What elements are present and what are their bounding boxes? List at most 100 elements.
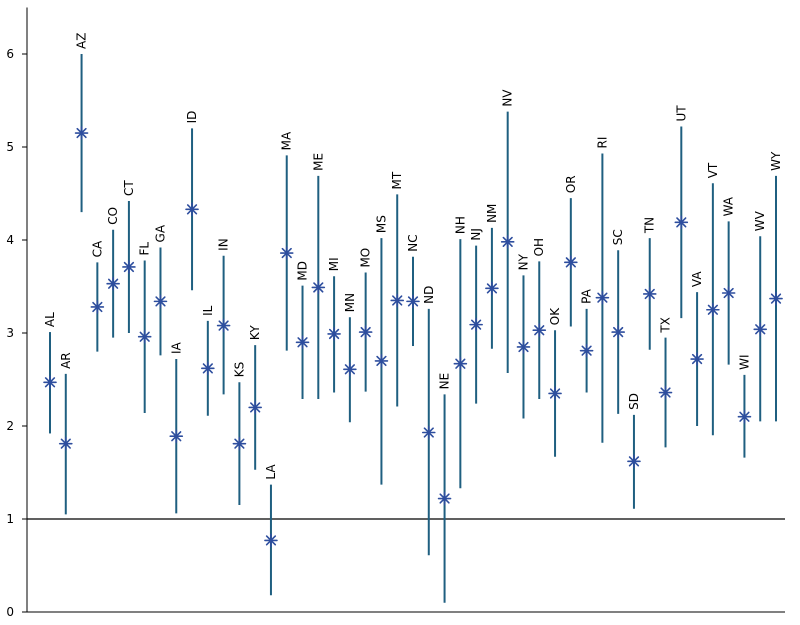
- point-ca: [90, 300, 105, 314]
- point-az: [74, 126, 89, 140]
- state-label-mt: MT: [390, 171, 404, 189]
- state-label-al: AL: [43, 312, 57, 327]
- point-in: [216, 318, 231, 333]
- point-ga: [153, 294, 168, 309]
- state-label-ky: KY: [248, 325, 262, 340]
- state-label-sc: SC: [611, 229, 625, 245]
- state-label-ga: GA: [153, 224, 167, 242]
- state-label-ia: IA: [169, 342, 183, 355]
- state-label-nc: NC: [406, 234, 420, 251]
- y-tick-label: 3: [6, 326, 14, 340]
- state-label-la: LA: [264, 464, 278, 480]
- point-oh: [532, 323, 547, 338]
- state-label-oh: OH: [532, 238, 546, 256]
- state-label-ca: CA: [90, 240, 104, 257]
- point-ny: [516, 340, 531, 354]
- state-label-md: MD: [296, 261, 310, 281]
- state-label-ny: NY: [516, 253, 530, 270]
- y-tick-label: 0: [6, 605, 14, 619]
- point-group: [43, 126, 783, 548]
- y-axis: 0 1 2 3 4 5 6: [6, 7, 785, 619]
- point-nv: [500, 235, 515, 249]
- point-ia: [169, 429, 184, 444]
- point-mt: [390, 293, 405, 308]
- state-label-wv: WV: [753, 210, 767, 231]
- point-md: [295, 335, 310, 350]
- state-label-mo: MO: [359, 248, 373, 268]
- point-nd: [421, 425, 436, 440]
- state-label-il: IL: [201, 305, 215, 316]
- state-label-ma: MA: [280, 131, 294, 150]
- point-il: [201, 361, 215, 376]
- y-tick-label: 4: [6, 233, 14, 247]
- point-wa: [721, 286, 736, 300]
- point-ri: [595, 290, 610, 305]
- point-ma: [279, 246, 294, 260]
- point-mn: [343, 362, 357, 377]
- state-label-ks: KS: [232, 362, 246, 377]
- point-wv: [753, 322, 768, 337]
- y-tick-label: 5: [6, 140, 14, 154]
- point-ok: [548, 386, 562, 401]
- point-sd: [627, 454, 641, 469]
- point-nc: [406, 294, 420, 309]
- point-ne: [437, 491, 452, 506]
- point-la: [264, 533, 278, 548]
- point-ms: [374, 354, 389, 368]
- state-label-in: IN: [217, 238, 231, 251]
- point-me: [311, 280, 326, 295]
- state-label-mi: MI: [327, 257, 341, 271]
- state-label-fl: FL: [138, 242, 152, 256]
- state-label-co: CO: [106, 207, 120, 225]
- point-wi: [737, 409, 752, 424]
- point-mo: [358, 325, 373, 339]
- state-label-mn: MN: [343, 293, 357, 312]
- point-nm: [485, 281, 499, 296]
- point-fl: [137, 329, 152, 344]
- point-vt: [706, 302, 720, 317]
- state-label-ct: CT: [122, 180, 136, 196]
- point-ct: [122, 260, 136, 274]
- state-label-id: ID: [185, 111, 199, 124]
- point-ky: [248, 400, 262, 415]
- state-label-ar: AR: [59, 352, 73, 369]
- state-label-wa: WA: [722, 196, 736, 216]
- y-tick-label: 1: [6, 512, 14, 526]
- point-ar: [58, 436, 73, 451]
- state-label-nh: NH: [453, 216, 467, 234]
- state-label-vt: VT: [706, 162, 720, 178]
- point-nh: [453, 356, 468, 371]
- state-label-ut: UT: [674, 105, 688, 122]
- state-label-ms: MS: [374, 215, 388, 233]
- state-label-or: OR: [564, 175, 578, 193]
- point-co: [106, 276, 120, 291]
- point-ut: [674, 215, 689, 230]
- state-label-ok: OK: [548, 307, 562, 325]
- state-label-sd: SD: [627, 393, 641, 410]
- y-tick-label: 2: [6, 419, 14, 433]
- point-al: [43, 375, 57, 390]
- state-label-tx: TX: [659, 317, 673, 334]
- state-label-pa: PA: [580, 288, 594, 303]
- state-label-me: ME: [311, 153, 325, 171]
- point-tn: [642, 287, 657, 301]
- point-wy: [769, 291, 783, 306]
- state-label-nd: ND: [422, 286, 436, 304]
- state-label-wy: WY: [769, 151, 783, 171]
- point-mi: [327, 327, 341, 341]
- point-va: [690, 352, 704, 366]
- state-label-az: AZ: [75, 33, 89, 49]
- state-label-nm: NM: [485, 204, 499, 223]
- point-sc: [611, 325, 625, 339]
- state-label-wi: WI: [737, 354, 751, 369]
- state-label-ne: NE: [438, 373, 452, 390]
- state-label-tn: TN: [643, 217, 657, 234]
- point-id: [185, 202, 199, 217]
- y-tick-label: 6: [6, 47, 14, 61]
- state-label-nv: NV: [501, 89, 515, 107]
- point-ks: [232, 436, 247, 451]
- state-label-va: VA: [690, 271, 704, 287]
- point-pa: [579, 343, 594, 358]
